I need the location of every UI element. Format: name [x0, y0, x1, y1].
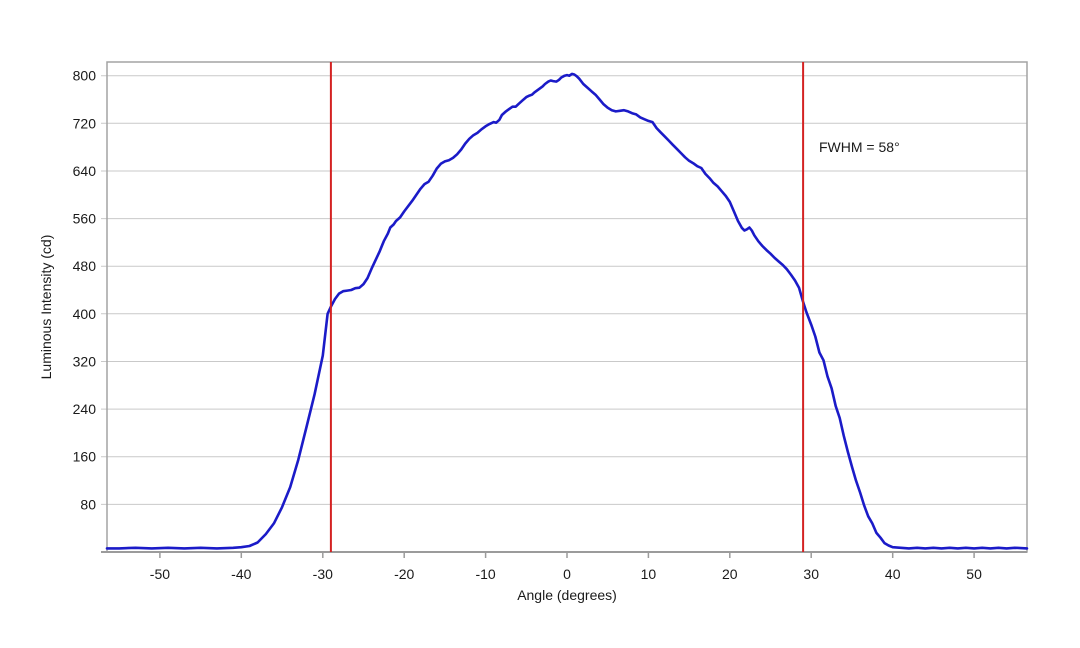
- x-tick-label--40: -40: [231, 566, 251, 582]
- y-tick-label-480: 480: [73, 258, 97, 274]
- y-tick-label-240: 240: [73, 401, 97, 417]
- x-tick-label-40: 40: [885, 566, 901, 582]
- x-tick-label--20: -20: [394, 566, 414, 582]
- x-tick-label--30: -30: [313, 566, 333, 582]
- y-tick-label-560: 560: [73, 211, 97, 227]
- x-tick-label-30: 30: [803, 566, 819, 582]
- x-axis-title: Angle (degrees): [517, 587, 617, 603]
- luminous-intensity-profile-curve: [105, 72, 1029, 550]
- x-tick-label-0: 0: [563, 566, 571, 582]
- x-tick-label-10: 10: [641, 566, 657, 582]
- y-tick-label-160: 160: [73, 449, 97, 465]
- x-tick-label--10: -10: [475, 566, 495, 582]
- y-tick-label-720: 720: [73, 115, 97, 131]
- y-tick-label-80: 80: [80, 496, 96, 512]
- y-tick-label-800: 800: [73, 68, 97, 84]
- x-tick-label-20: 20: [722, 566, 738, 582]
- y-tick-label-640: 640: [73, 163, 97, 179]
- x-tick-label-50: 50: [966, 566, 982, 582]
- y-tick-label-400: 400: [73, 306, 97, 322]
- y-axis-title: Luminous Intensity (cd): [38, 234, 54, 380]
- plot-border: [106, 61, 1028, 553]
- fwhm-annotation: FWHM = 58°: [819, 139, 900, 155]
- x-tick-label--50: -50: [150, 566, 170, 582]
- y-tick-label-320: 320: [73, 354, 97, 370]
